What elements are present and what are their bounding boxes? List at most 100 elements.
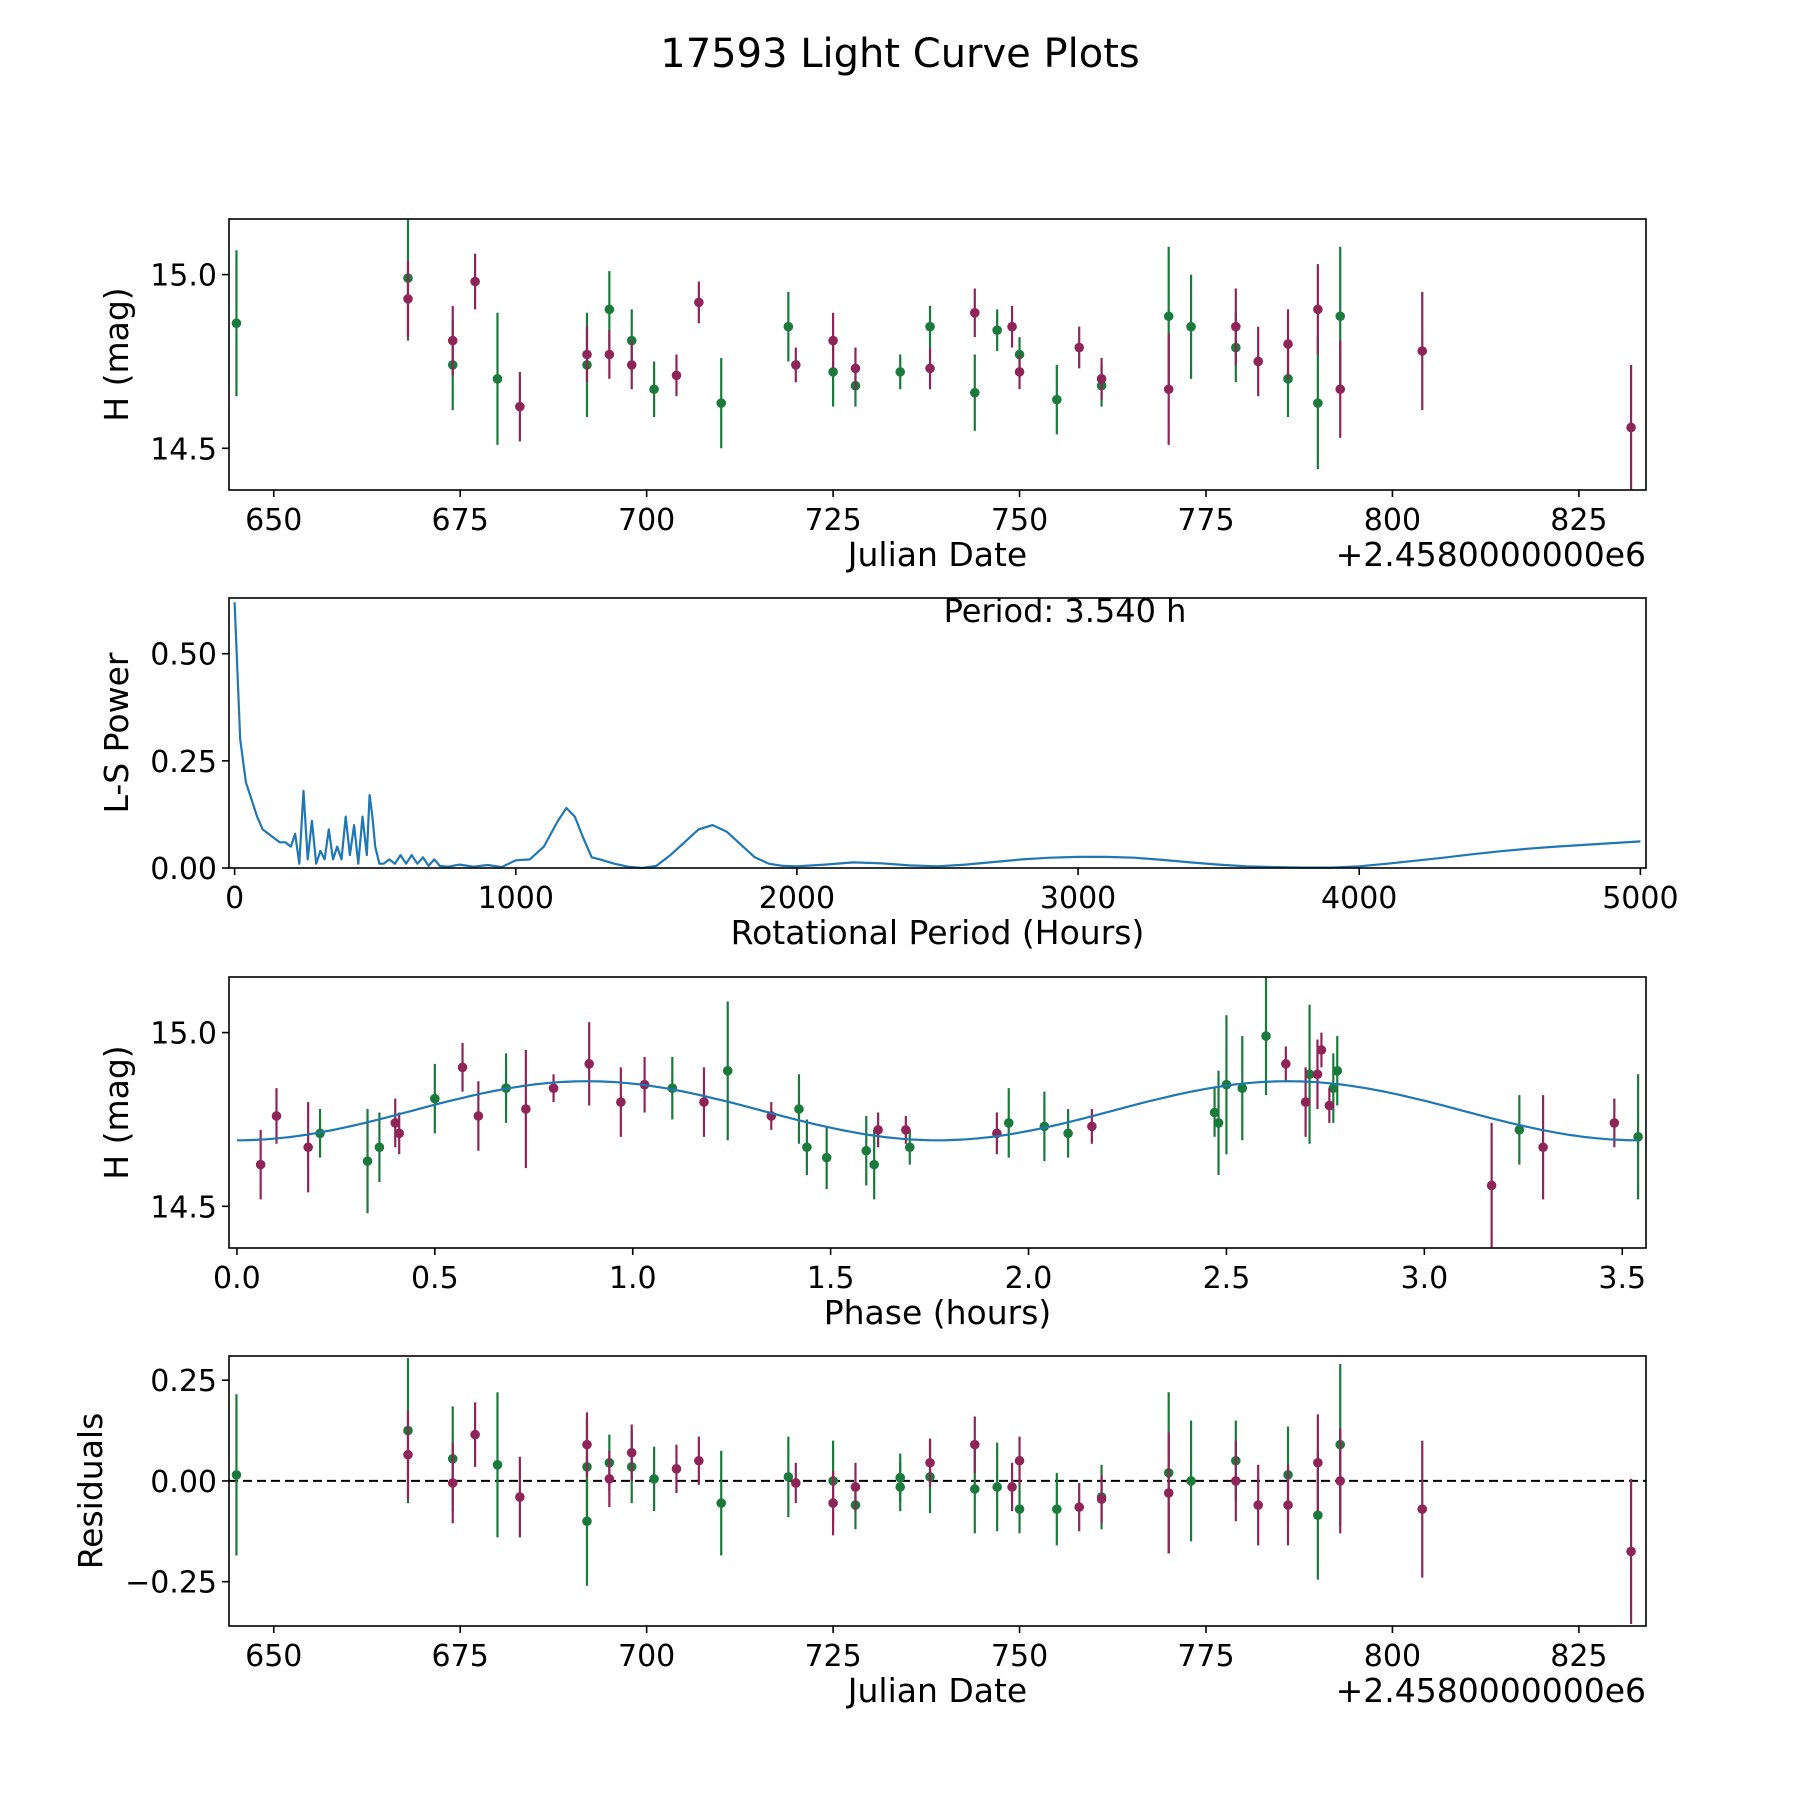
maroon-data-point	[1538, 1142, 1548, 1153]
figure-title: 17593 Light Curve Plots	[660, 31, 1139, 77]
green-data-point	[492, 1460, 503, 1470]
lightcurve-marks	[231, 219, 1636, 490]
period-annotation: Period: 3.540 h	[944, 592, 1187, 630]
x-tick-label: 825	[1550, 503, 1607, 538]
maroon-data-point	[626, 360, 637, 370]
x-tick-label: 675	[432, 1639, 489, 1674]
maroon-data-point	[584, 1059, 594, 1069]
y-tick-label: −0.25	[125, 1566, 217, 1601]
maroon-data-point	[271, 1111, 282, 1121]
green-data-point	[1328, 1083, 1339, 1093]
maroon-data-point	[1417, 1504, 1428, 1514]
x-tick-label: 725	[804, 503, 861, 538]
maroon-data-point	[699, 1097, 709, 1107]
maroon-data-point	[616, 1097, 626, 1107]
maroon-data-point	[671, 370, 682, 381]
x-tick-label: 825	[1550, 1639, 1607, 1674]
maroon-data-point	[901, 1125, 911, 1135]
green-data-point	[992, 325, 1002, 335]
maroon-data-point	[548, 1083, 559, 1093]
green-data-point	[1209, 1107, 1220, 1118]
maroon-data-point	[1074, 342, 1084, 353]
x-tick-label: 1.0	[609, 1261, 657, 1296]
green-data-point	[895, 367, 906, 377]
green-data-point	[1261, 1031, 1271, 1041]
green-data-point	[1186, 1476, 1196, 1486]
maroon-data-point	[671, 1464, 682, 1474]
maroon-data-point	[1074, 1502, 1084, 1512]
maroon-data-point	[604, 1474, 615, 1484]
x-tick-label: 0.0	[213, 1261, 261, 1296]
maroon-data-point	[850, 1482, 861, 1492]
maroon-data-point	[1096, 374, 1107, 384]
green-data-point	[716, 398, 727, 408]
maroon-data-point	[447, 1478, 458, 1488]
x-tick-label: 2.0	[1005, 1261, 1053, 1296]
green-data-point	[783, 1472, 794, 1482]
sinusoid-fit-curve	[236, 1080, 1639, 1142]
maroon-data-point	[582, 1439, 592, 1450]
residuals-marks	[229, 1358, 1646, 1624]
green-data-point	[783, 321, 794, 332]
green-data-point	[904, 1142, 915, 1153]
maroon-data-point	[791, 1478, 801, 1488]
green-data-point	[722, 1066, 733, 1076]
green-data-point	[861, 1145, 872, 1156]
x-tick-label: 700	[618, 503, 675, 538]
maroon-data-point	[1626, 422, 1636, 433]
maroon-data-point	[694, 1455, 704, 1466]
maroon-data-point	[969, 308, 980, 318]
x-axis-offset-label: +2.4580000000e6	[1336, 535, 1646, 574]
x-tick-label: 650	[245, 1639, 302, 1674]
maroon-data-point	[791, 360, 801, 370]
maroon-data-point	[1281, 1059, 1291, 1069]
green-data-point	[1313, 398, 1323, 408]
x-tick-label: 2000	[759, 881, 835, 916]
x-axis-label: Phase (hours)	[824, 1293, 1052, 1332]
maroon-data-point	[1231, 321, 1241, 332]
green-data-point	[1003, 1118, 1014, 1128]
maroon-data-point	[925, 1457, 935, 1468]
green-data-point	[374, 1142, 385, 1153]
phased-axes-frame	[228, 976, 1647, 1249]
green-data-point	[430, 1093, 440, 1104]
maroon-data-point	[1253, 1500, 1263, 1510]
green-data-point	[1313, 1510, 1323, 1520]
maroon-data-point	[1335, 384, 1346, 395]
maroon-data-point	[515, 401, 525, 412]
green-data-point	[492, 374, 503, 384]
green-data-point	[1237, 1083, 1248, 1093]
maroon-data-point	[1300, 1097, 1311, 1107]
maroon-data-point	[925, 363, 935, 374]
green-data-point	[802, 1142, 812, 1153]
y-axis-label: L-S Power	[97, 652, 136, 813]
maroon-data-point	[303, 1142, 313, 1153]
maroon-data-point	[1316, 1045, 1327, 1055]
y-tick-label: 14.5	[150, 1190, 217, 1225]
y-tick-label: 0.00	[150, 1465, 217, 1500]
x-tick-label: 2.5	[1203, 1261, 1251, 1296]
y-tick-label: 15.0	[150, 259, 217, 294]
x-tick-label: 800	[1364, 1639, 1421, 1674]
maroon-data-point	[828, 335, 838, 346]
x-tick-label: 1.5	[807, 1261, 855, 1296]
y-tick-label: 0.50	[150, 638, 217, 673]
residuals-axes-frame	[228, 1355, 1647, 1627]
green-data-point	[1304, 1069, 1315, 1080]
maroon-data-point	[403, 1449, 413, 1460]
maroon-data-point	[626, 1447, 637, 1458]
maroon-data-point	[470, 1429, 480, 1440]
x-tick-label: 750	[991, 503, 1048, 538]
maroon-data-point	[1087, 1121, 1097, 1132]
phased-marks	[236, 977, 1643, 1248]
x-tick-label: 3.0	[1400, 1261, 1448, 1296]
x-axis-label: Julian Date	[846, 1671, 1028, 1710]
x-tick-label: 800	[1364, 503, 1421, 538]
green-data-point	[1332, 1066, 1343, 1076]
residuals-panel: 650 675 700 725 750 775 800 825 −0.25 0.00 0.25 Jul…	[71, 1355, 1647, 1710]
green-data-point	[716, 1498, 727, 1508]
x-tick-label: 0	[225, 881, 244, 916]
green-data-point	[649, 1474, 659, 1484]
green-data-point	[1163, 311, 1174, 322]
